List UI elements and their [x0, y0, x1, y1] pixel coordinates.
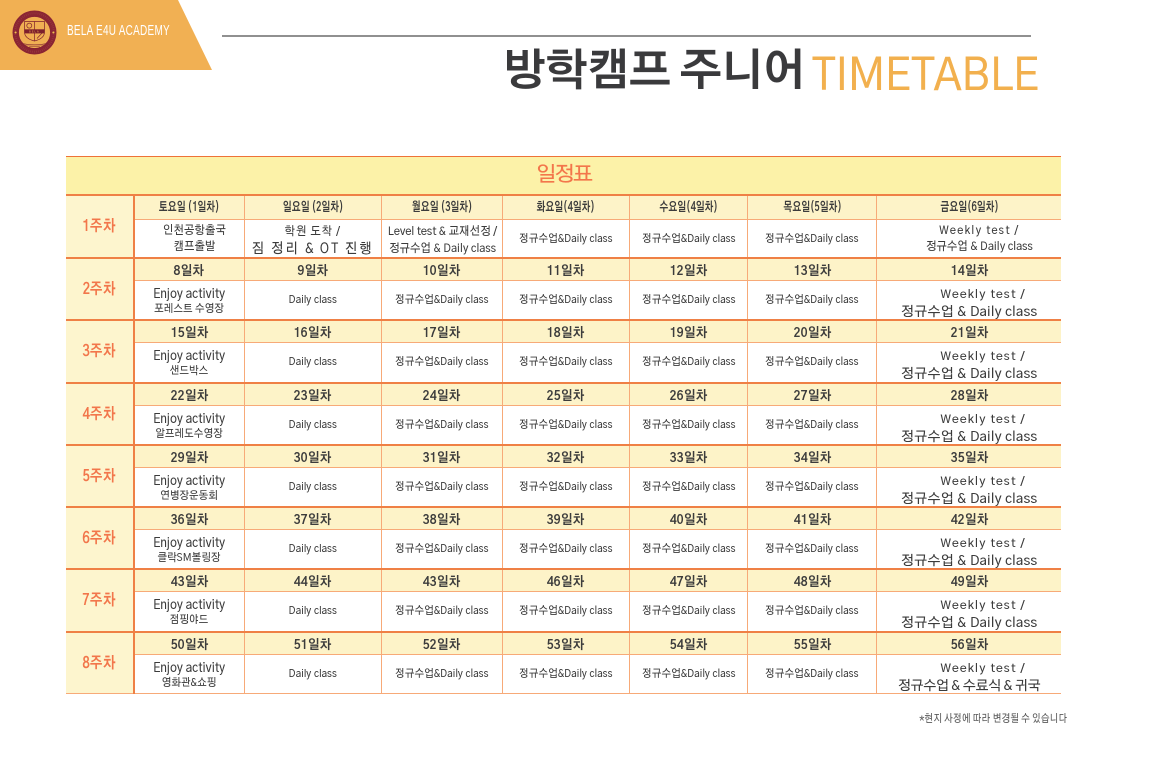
svg-text:BELA: BELA: [29, 30, 40, 34]
